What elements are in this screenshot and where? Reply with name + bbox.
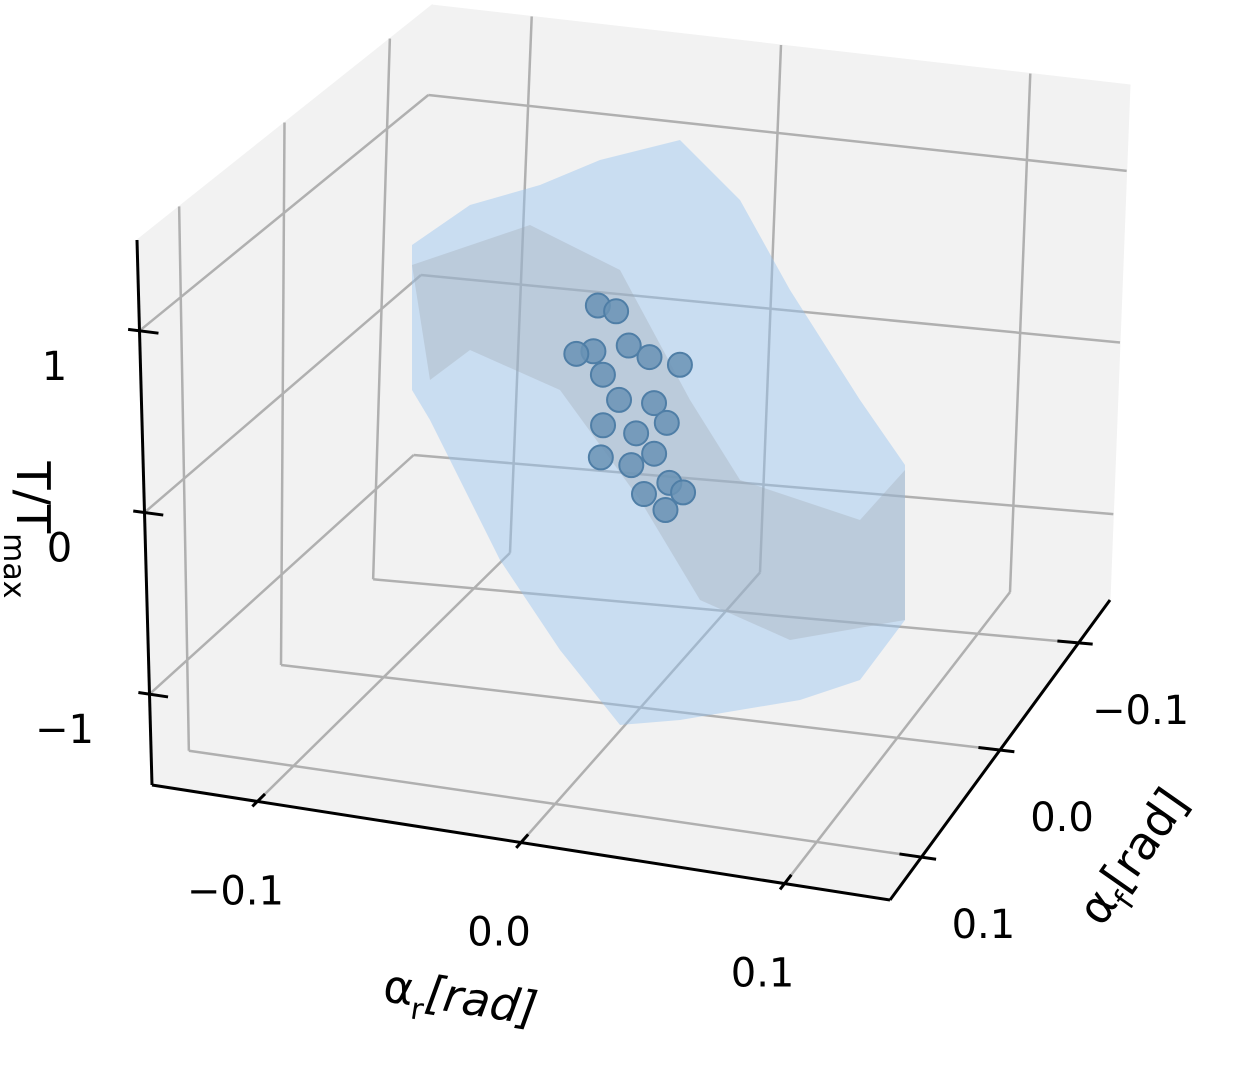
label-symbol: T/T [7, 460, 61, 534]
grid-line [138, 94, 430, 332]
point [652, 497, 679, 524]
point [653, 409, 680, 436]
grid-line [413, 453, 1114, 516]
point [563, 340, 590, 367]
tick-mark [133, 509, 164, 517]
z-axis-label: T/Tmax [0, 460, 61, 598]
point [641, 390, 668, 417]
point [589, 361, 616, 388]
tick-mark [1057, 639, 1093, 646]
point [618, 452, 645, 479]
x-axis-label: αr[rad] [378, 958, 541, 1046]
x-tick-label: 0.0 [467, 910, 531, 956]
grid-line [188, 749, 922, 859]
point [670, 479, 697, 506]
point [615, 332, 642, 359]
grid-line [280, 663, 1001, 752]
grid-line [420, 273, 1121, 344]
point [630, 481, 657, 508]
label-unit: [rad] [422, 964, 541, 1035]
point [606, 386, 633, 413]
tick-mark [127, 327, 159, 335]
z-tick-label: 0 [47, 526, 72, 572]
tick-mark [515, 833, 530, 849]
label-subscript: max [0, 533, 31, 598]
x-tick-label: 0.1 [731, 951, 795, 997]
y-tick-label: −0.1 [1092, 688, 1189, 734]
grid-line [148, 454, 415, 696]
axes: −0.1 0.0 0.1 −0.1 0.0 0.1 −1 0 1 [35, 239, 1189, 997]
tick-mark [899, 852, 937, 861]
z-tick-label: 1 [42, 344, 67, 390]
grid-line [428, 93, 1127, 173]
point [590, 412, 617, 439]
label-unit: [rad] [1090, 778, 1199, 901]
z-tick-label: −1 [35, 707, 94, 753]
point [666, 351, 693, 378]
tick-mark [978, 745, 1015, 754]
point [603, 298, 630, 325]
y-tick-label: 0.1 [952, 902, 1016, 948]
tick-mark [251, 792, 267, 808]
point [623, 420, 650, 447]
point [636, 344, 663, 371]
tick-mark [138, 691, 169, 699]
y-tick-label: 0.0 [1030, 795, 1094, 841]
tick-mark [778, 873, 793, 891]
point [587, 444, 614, 471]
grid-line [373, 578, 1079, 645]
grid-line [143, 274, 422, 514]
point [641, 440, 668, 467]
x-tick-label: −0.1 [187, 868, 284, 914]
